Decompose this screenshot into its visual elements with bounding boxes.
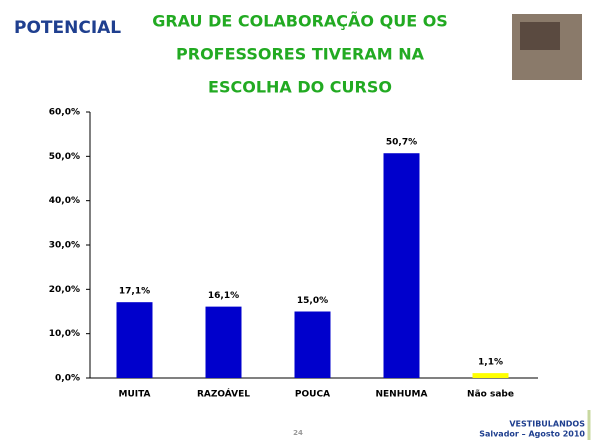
x-tick-label: MUITA xyxy=(118,390,150,400)
value-label: 50,7% xyxy=(386,138,417,148)
value-label: 15,0% xyxy=(297,296,328,306)
footer-line: Salvador – Agosto 2010 xyxy=(479,430,585,439)
y-tick-label: 50,0% xyxy=(49,152,80,162)
bar xyxy=(473,373,509,378)
y-tick-label: 40,0% xyxy=(49,196,80,206)
y-tick-label: 10,0% xyxy=(49,329,80,339)
slide: POTENCIAL GRAU DE COLABORAÇÃO QUE OS PRO… xyxy=(0,0,593,442)
x-tick-label: POUCA xyxy=(295,390,330,400)
bar xyxy=(206,307,242,378)
y-tick-label: 60,0% xyxy=(49,108,80,118)
y-tick-label: 20,0% xyxy=(49,285,80,295)
bar xyxy=(384,153,420,378)
photo-detail xyxy=(520,22,560,50)
value-label: 1,1% xyxy=(478,358,503,368)
title-line: PROFESSORES TIVERAM NA xyxy=(176,45,425,64)
y-tick-label: 30,0% xyxy=(49,241,80,251)
bar xyxy=(117,302,153,378)
x-tick-label: Não sabe xyxy=(467,390,514,400)
page-number: 24 xyxy=(293,429,303,437)
value-label: 16,1% xyxy=(208,291,239,301)
bar xyxy=(295,312,331,379)
logo: POTENCIAL xyxy=(14,18,121,38)
y-tick-label: 0,0% xyxy=(55,374,80,384)
title-line: ESCOLHA DO CURSO xyxy=(208,78,392,97)
footer-line: VESTIBULANDOS xyxy=(509,420,585,429)
x-tick-label: NENHUMA xyxy=(376,390,428,400)
title-line: GRAU DE COLABORAÇÃO QUE OS xyxy=(152,12,448,31)
value-label: 17,1% xyxy=(119,287,150,297)
x-tick-label: RAZOÁVEL xyxy=(197,388,250,400)
